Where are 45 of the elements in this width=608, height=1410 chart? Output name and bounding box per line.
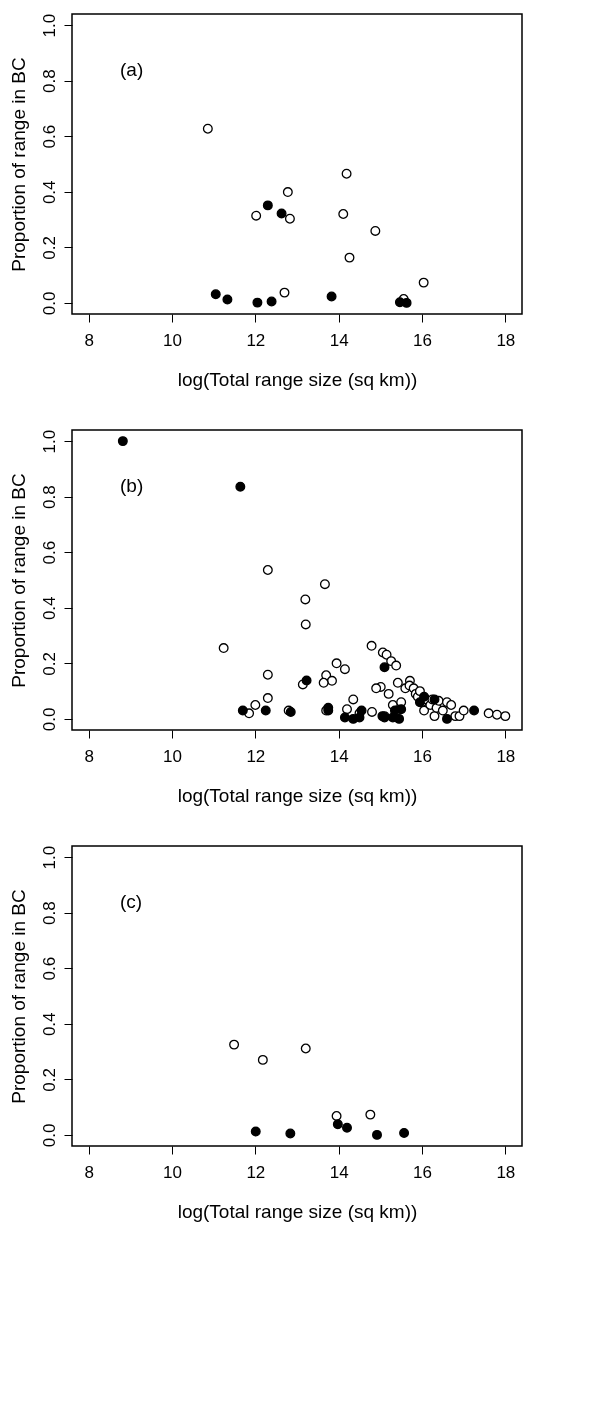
y-tick-label: 0.0 (39, 291, 59, 316)
y-tick-label: 0.8 (39, 69, 59, 93)
y-tick-label: 0.6 (39, 956, 59, 981)
y-axis-title: Proportion of range in BC (7, 889, 29, 1104)
x-tick-label: 10 (163, 1162, 182, 1182)
x-tick-label: 8 (84, 330, 94, 350)
x-tick-label: 10 (163, 330, 182, 350)
x-tick-label: 12 (246, 1162, 266, 1182)
x-tick-label: 14 (329, 330, 349, 350)
y-tick-label: 0.4 (39, 596, 59, 621)
x-axis-title: log(Total range size (sq km)) (177, 1200, 418, 1222)
y-tick-label: 0.4 (39, 180, 59, 205)
x-tick-label: 14 (329, 1162, 349, 1182)
x-tick-label: 16 (413, 746, 432, 766)
y-tick-label: 0.8 (39, 485, 59, 509)
x-tick-label: 18 (496, 1162, 516, 1182)
x-tick-label: 16 (413, 330, 432, 350)
x-tick-label: 8 (84, 746, 94, 766)
y-tick-label: 0.2 (39, 652, 59, 676)
x-tick-label: 8 (84, 1162, 94, 1182)
y-tick-label: 0.2 (39, 236, 59, 260)
x-axis-title: log(Total range size (sq km)) (177, 368, 418, 390)
annotation: (b) (120, 475, 144, 496)
x-tick-label: 14 (329, 746, 349, 766)
x-tick-label: 12 (246, 330, 266, 350)
y-axis-title: Proportion of range in BC (7, 473, 29, 688)
y-tick-label: 1.0 (39, 13, 59, 38)
x-tick-label: 18 (496, 330, 516, 350)
y-axis-title: Proportion of range in BC (7, 57, 29, 272)
y-tick-label: 0.2 (39, 1068, 59, 1092)
x-tick-label: 10 (163, 746, 182, 766)
annotation: (c) (120, 891, 143, 912)
x-tick-label: 12 (246, 746, 266, 766)
annotation: (a) (120, 59, 144, 80)
y-tick-label: 1.0 (39, 845, 59, 870)
x-axis-title: log(Total range size (sq km)) (177, 784, 418, 806)
x-tick-label: 16 (413, 1162, 432, 1182)
y-tick-label: 0.0 (39, 707, 59, 732)
y-tick-label: 0.6 (39, 124, 59, 149)
y-tick-label: 1.0 (39, 429, 59, 454)
y-tick-label: 0.8 (39, 901, 59, 925)
y-tick-label: 0.6 (39, 540, 59, 565)
y-tick-label: 0.4 (39, 1012, 59, 1037)
x-tick-label: 18 (496, 746, 516, 766)
y-tick-label: 0.0 (39, 1123, 59, 1148)
